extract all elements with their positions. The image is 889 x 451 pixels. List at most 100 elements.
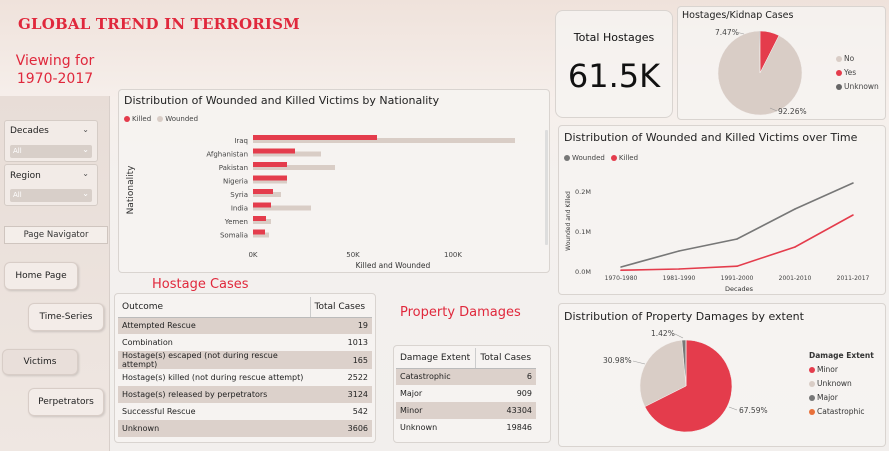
category-label: Iraq [234,137,248,145]
scrollbar[interactable] [545,130,548,245]
time-series-button[interactable]: Time-Series [28,303,104,331]
bar-killed[interactable] [253,216,266,221]
hostage-table-panel: Outcome Total Cases Attempted Rescue 19 Co… [114,293,376,443]
data-point[interactable] [852,214,854,216]
data-point[interactable] [736,265,738,267]
series-line-wounded[interactable] [620,182,854,268]
col-damage-extent[interactable]: Damage Extent [396,348,476,369]
table-row[interactable]: Successful Rescue 542 [118,403,372,420]
category-label: Nigeria [223,178,248,186]
table-row[interactable]: Hostage(s) escaped (not during rescue at… [118,351,372,369]
property-pie-panel: Distribution of Property Damages by exte… [558,303,886,447]
time-lines-svg: Wounded and Killed 0.0M 0.1M 0.2M 1970-1… [565,182,870,293]
table-row[interactable]: Unknown 3606 [118,420,372,437]
victims-button[interactable]: Victims [2,349,78,375]
y-tick-1: 0.1M [575,228,591,236]
bar-wounded[interactable] [253,232,269,238]
perpetrators-button[interactable]: Perpetrators [28,388,104,416]
table-row[interactable]: Unknown 19846 [396,419,536,436]
data-point[interactable] [736,238,738,240]
pie-slice[interactable] [644,339,733,433]
category-label: Somalia [220,232,248,240]
table-row[interactable]: Hostage(s) released by perpetrators 3124 [118,386,372,403]
x-tick-0: 0K [248,251,257,259]
page-navigator-label: Page Navigator [4,226,108,244]
table-row[interactable]: Catastrophic 6 [396,368,536,385]
data-point[interactable] [794,246,796,248]
hostage-pie-panel: Hostages/Kidnap Cases 7.47% 92.26% No Ye… [677,6,886,120]
bar-wounded[interactable] [253,151,321,157]
x-tick-label: 2001-2010 [779,275,812,282]
time-xlabel: Decades [725,285,754,293]
chevron-down-icon[interactable]: ⌄ [82,145,89,154]
bar-killed[interactable] [253,229,265,235]
hostage-yes-label: 7.47% [715,28,739,37]
nationality-chart-panel: Distribution of Wounded and Killed Victi… [118,89,550,273]
bar-killed[interactable] [253,148,295,154]
table-row[interactable]: Major 909 [396,385,536,402]
hostage-cases-heading: Hostage Cases [152,277,249,292]
outcome-cell: Attempted Rescue [118,317,310,334]
category-label: Yemen [224,218,248,226]
pie-slice[interactable] [759,30,761,74]
legend-unknown: Unknown [809,377,874,391]
x-tick-100: 100K [444,251,462,259]
table-row[interactable]: Hostage(s) killed (not during rescue att… [118,369,372,386]
total-cell: 43304 [475,402,536,419]
data-point[interactable] [678,268,680,270]
x-tick-label: 1991-2000 [721,275,754,282]
total-cell: 3606 [310,420,372,437]
bar-wounded[interactable] [253,138,515,143]
decades-select[interactable]: All ⌄ [10,145,92,158]
bar-wounded[interactable] [253,192,281,197]
table-row[interactable]: Minor 43304 [396,402,536,419]
hostage-pie-legend: No Yes Unknown [836,52,879,94]
property-damages-heading: Property Damages [400,305,521,320]
chevron-down-icon[interactable]: ⌄ [82,189,89,198]
col-total-cases[interactable]: Total Cases [309,297,372,318]
data-point[interactable] [678,250,680,252]
col-total-cases[interactable]: Total Cases [475,348,536,369]
legend-yes: Yes [836,66,879,80]
table-row[interactable]: Attempted Rescue 19 [118,317,372,334]
data-point[interactable] [852,182,854,184]
bar-killed[interactable] [253,135,377,140]
data-point[interactable] [620,266,622,268]
region-value: All [13,191,22,199]
bar-wounded[interactable] [253,205,311,211]
outcome-cell: Successful Rescue [122,407,196,416]
home-page-button[interactable]: Home Page [4,262,78,290]
outcome-cell: Unknown [118,420,310,437]
kpi-label: Total Hostages [573,31,655,44]
total-cell: 1013 [347,338,368,347]
chevron-down-icon[interactable]: ⌄ [82,169,89,178]
bar-killed[interactable] [253,175,287,181]
region-label: Region [10,171,41,181]
chevron-down-icon[interactable]: ⌄ [82,125,89,134]
bar-killed[interactable] [253,202,271,208]
legend-catastrophic: Catastrophic [809,405,874,419]
decades-filter[interactable]: Decades ⌄ All ⌄ [4,120,98,162]
major-label: 1.42% [651,329,675,338]
bar-wounded[interactable] [253,219,271,224]
data-point[interactable] [794,208,796,210]
bar-killed[interactable] [253,189,273,194]
page-title: GLOBAL TREND IN TERRORISM [18,15,300,33]
y-tick-2: 0.2M [575,188,591,196]
data-point[interactable] [620,269,622,271]
bar-wounded[interactable] [253,165,335,170]
region-filter[interactable]: Region ⌄ All ⌄ [4,164,98,206]
hostage-pie-title: Hostages/Kidnap Cases [682,10,794,21]
series-line-killed[interactable] [620,214,854,271]
bar-wounded[interactable] [253,178,287,184]
viewing-line2: 1970-2017 [16,71,94,87]
total-hostages-card: Total Hostages 61.5K [555,10,673,118]
bar-killed[interactable] [253,162,287,167]
viewing-line1: Viewing for [15,53,95,69]
table-row[interactable]: Combination 1013 [118,334,372,351]
col-outcome[interactable]: Outcome [118,297,310,318]
category-label: Afghanistan [206,151,248,159]
decades-value: All [13,147,22,155]
pie-slice[interactable] [639,339,687,407]
region-select[interactable]: All ⌄ [10,189,92,202]
